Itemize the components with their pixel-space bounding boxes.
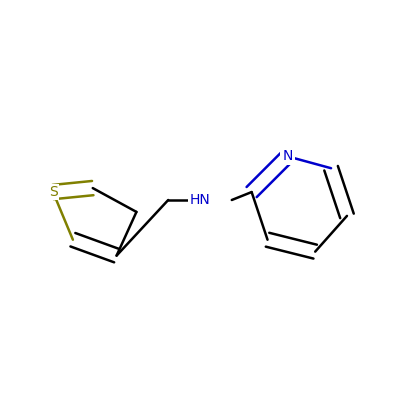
Text: N: N — [282, 149, 292, 163]
Text: HN: HN — [190, 193, 210, 207]
Text: S: S — [49, 185, 58, 199]
